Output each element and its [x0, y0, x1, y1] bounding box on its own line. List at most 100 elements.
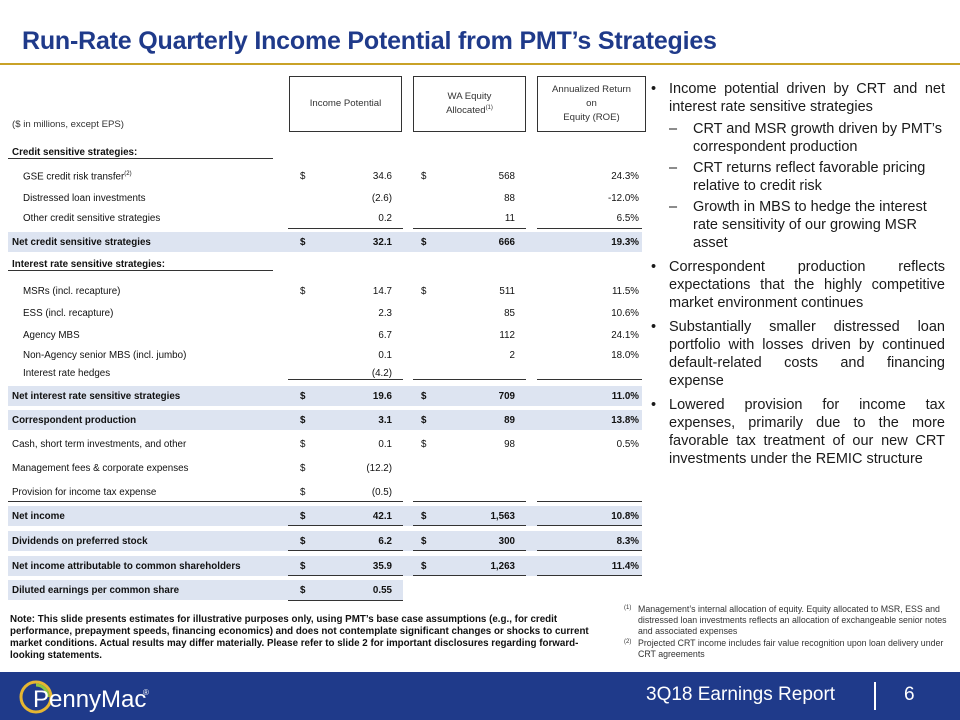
bullet-item: Correspondent production reflects expect… — [651, 258, 945, 312]
dollar-sign: $ — [300, 171, 306, 182]
footer-bar — [0, 672, 960, 720]
roe-value: 8.3% — [616, 536, 639, 547]
dollar-sign: $ — [421, 511, 427, 522]
income-value: 35.9 — [372, 561, 392, 572]
col-roe-line3: Equity (ROE) — [563, 111, 620, 123]
income-value: 6.2 — [378, 536, 392, 547]
income-value: (12.2) — [366, 463, 392, 474]
income-value: 32.1 — [372, 237, 392, 248]
equity-value: 88 — [504, 193, 515, 204]
sub-bullet-item: Growth in MBS to hedge the interest rate… — [651, 198, 945, 252]
bullet-item: Lowered provision for income tax expense… — [651, 396, 945, 468]
equity-value: 1,563 — [490, 511, 515, 522]
income-value: 0.55 — [372, 585, 392, 596]
equity-value: 85 — [504, 308, 515, 319]
footer-divider — [874, 682, 876, 710]
col-roe-line1: Annualized Return — [552, 84, 631, 96]
table-row: Cash, short term investments, and other … — [8, 434, 642, 454]
col-header-wa-equity: WA Equity Allocated(1) — [413, 76, 526, 132]
report-title: 3Q18 Earnings Report — [646, 684, 836, 705]
row-label: Interest rate sensitive strategies: — [12, 259, 166, 270]
disclaimer-note: Note: This slide presents estimates for … — [10, 614, 589, 661]
row-label: Distressed loan investments — [23, 193, 146, 204]
subtotal-rule — [413, 501, 526, 502]
table-row-subtotal: Net credit sensitive strategies $ 32.1 $… — [8, 232, 642, 252]
footnote-1: (1) Management’s internal allocation of e… — [624, 604, 947, 636]
dollar-sign: $ — [300, 561, 306, 572]
dollar-sign: $ — [421, 536, 427, 547]
income-value: 3.1 — [378, 415, 392, 426]
row-label: Net income attributable to common shareh… — [12, 561, 241, 572]
table-row-total: Dividends on preferred stock $ 6.2 $ 300… — [8, 531, 642, 551]
row-label: Credit sensitive strategies: — [12, 147, 138, 158]
row-label: Dividends on preferred stock — [12, 536, 148, 547]
table-row: Distressed loan investments (2.6) 88 -12… — [8, 188, 642, 208]
credit-section-header: Credit sensitive strategies: — [8, 142, 642, 162]
income-value: 2.3 — [378, 308, 392, 319]
subtotal-rule — [537, 228, 642, 229]
subtotal-rule — [8, 501, 403, 502]
dollar-sign: $ — [421, 171, 427, 182]
page-number: 6 — [904, 684, 915, 705]
bullet-item: Substantially smaller distressed loan po… — [651, 318, 945, 390]
table-row-subtotal: Correspondent production $ 3.1 $ 89 13.8… — [8, 410, 642, 430]
roe-value: 19.3% — [611, 237, 639, 248]
dollar-sign: $ — [300, 286, 306, 297]
table-row: GSE credit risk transfer(2) $ 34.6 $ 568… — [8, 166, 642, 186]
slide-title: Run-Rate Quarterly Income Potential from… — [22, 27, 717, 55]
total-rule — [288, 525, 403, 526]
table-row: Management fees & corporate expenses $ (… — [8, 458, 642, 478]
income-value: 6.7 — [378, 330, 392, 341]
row-label: MSRs (incl. recapture) — [23, 286, 121, 297]
subtotal-rule — [413, 228, 526, 229]
income-value: 42.1 — [372, 511, 392, 522]
total-rule — [288, 575, 403, 576]
dollar-sign: $ — [300, 585, 306, 596]
row-label: Provision for income tax expense — [12, 487, 157, 498]
roe-value: 18.0% — [611, 350, 639, 361]
sub-bullet-item: CRT and MSR growth driven by PMT’s corre… — [651, 120, 945, 156]
roe-value: 11.4% — [611, 561, 639, 572]
col-header-roe: Annualized Return on Equity (ROE) — [537, 76, 646, 132]
income-value: 0.1 — [378, 350, 392, 361]
row-label: Net income — [12, 511, 65, 522]
col-roe-line2: on — [586, 98, 597, 110]
credit-section-underline — [8, 158, 273, 159]
col-header-income: Income Potential — [289, 76, 402, 132]
row-label: Other credit sensitive strategies — [23, 213, 161, 224]
total-rule — [413, 525, 526, 526]
equity-value: 89 — [504, 415, 515, 426]
table-row: Agency MBS 6.7 112 24.1% — [8, 325, 642, 345]
equity-value: 666 — [498, 237, 515, 248]
total-rule — [413, 550, 526, 551]
dollar-sign: $ — [421, 439, 427, 450]
table-row-total: Net income $ 42.1 $ 1,563 10.8% — [8, 506, 642, 526]
subtotal-rule — [537, 501, 642, 502]
dollar-sign: $ — [300, 463, 306, 474]
equity-value: 11 — [504, 213, 515, 224]
col-wa-line1: WA Equity — [447, 91, 492, 102]
row-label: Management fees & corporate expenses — [12, 463, 189, 474]
bullet-item: Income potential driven by CRT and net i… — [651, 80, 945, 116]
equity-value: 568 — [498, 171, 515, 182]
income-value: 0.2 — [378, 213, 392, 224]
rate-section-underline — [8, 270, 273, 271]
dollar-sign: $ — [300, 439, 306, 450]
total-rule — [288, 550, 403, 551]
table-row: MSRs (incl. recapture) $ 14.7 $ 511 11.5… — [8, 281, 642, 301]
income-value: 14.7 — [372, 286, 392, 297]
col-wa-line2: Allocated — [446, 105, 486, 117]
table-row: ESS (incl. recapture) 2.3 85 10.6% — [8, 303, 642, 323]
rate-section-header: Interest rate sensitive strategies: — [8, 254, 642, 274]
roe-value: 6.5% — [616, 213, 639, 224]
income-value: 19.6 — [372, 391, 392, 402]
col-wa-sup: (1) — [485, 104, 493, 111]
table-row: Non-Agency senior MBS (incl. jumbo) 0.1 … — [8, 345, 642, 365]
row-label: GSE credit risk transfer(2) — [23, 171, 132, 183]
row-label: Non-Agency senior MBS (incl. jumbo) — [23, 350, 187, 361]
equity-value: 98 — [504, 439, 515, 450]
equity-value: 2 — [509, 350, 515, 361]
row-label: Net interest rate sensitive strategies — [12, 391, 181, 402]
table-row: Interest rate hedges (4.2) — [8, 363, 642, 383]
logo-text: PennyMac — [33, 686, 146, 713]
